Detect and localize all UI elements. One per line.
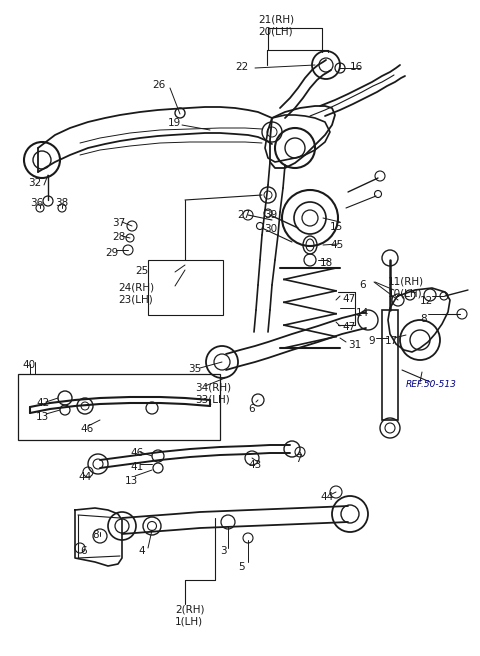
Text: 21(RH): 21(RH) bbox=[258, 14, 294, 24]
Text: 30: 30 bbox=[264, 224, 277, 234]
Text: 22: 22 bbox=[235, 62, 248, 72]
Text: 18: 18 bbox=[320, 258, 333, 268]
Text: 33(LH): 33(LH) bbox=[195, 394, 230, 404]
Text: REF.50-513: REF.50-513 bbox=[406, 380, 457, 389]
Text: 43: 43 bbox=[248, 460, 261, 470]
Text: 31: 31 bbox=[348, 340, 361, 350]
Text: 46: 46 bbox=[130, 448, 143, 458]
Text: 7: 7 bbox=[295, 454, 301, 464]
Text: 5: 5 bbox=[238, 562, 245, 572]
Text: 13: 13 bbox=[36, 412, 49, 422]
Text: 44: 44 bbox=[320, 492, 333, 502]
Text: 17: 17 bbox=[385, 336, 398, 346]
Text: 8: 8 bbox=[92, 530, 98, 540]
Text: 19: 19 bbox=[168, 118, 181, 128]
Text: 23(LH): 23(LH) bbox=[118, 294, 153, 304]
Text: 29: 29 bbox=[105, 248, 118, 258]
Text: 46: 46 bbox=[80, 424, 93, 434]
Text: 38: 38 bbox=[55, 198, 68, 208]
Text: 47: 47 bbox=[342, 322, 355, 332]
Text: 40: 40 bbox=[22, 360, 35, 370]
Text: 20(LH): 20(LH) bbox=[258, 26, 293, 36]
Text: 11(RH): 11(RH) bbox=[388, 276, 424, 286]
Text: 39: 39 bbox=[264, 210, 277, 220]
Text: 34(RH): 34(RH) bbox=[195, 382, 231, 392]
Text: 36: 36 bbox=[30, 198, 43, 208]
Text: 32: 32 bbox=[28, 178, 41, 188]
Text: 13: 13 bbox=[125, 476, 138, 486]
Text: 35: 35 bbox=[188, 364, 201, 374]
Text: 42: 42 bbox=[36, 398, 49, 408]
Text: 15: 15 bbox=[330, 222, 343, 232]
Text: 6: 6 bbox=[248, 404, 254, 414]
Text: 9: 9 bbox=[368, 336, 374, 346]
Text: 25: 25 bbox=[135, 266, 148, 276]
Text: 1(LH): 1(LH) bbox=[175, 616, 203, 626]
Text: 3: 3 bbox=[220, 546, 227, 556]
Text: 16: 16 bbox=[350, 62, 363, 72]
Text: 12: 12 bbox=[420, 296, 433, 306]
Text: 2(RH): 2(RH) bbox=[175, 604, 204, 614]
Text: 27: 27 bbox=[237, 210, 250, 220]
Text: 4: 4 bbox=[138, 546, 144, 556]
Text: 37: 37 bbox=[112, 218, 125, 228]
Text: 6: 6 bbox=[80, 546, 86, 556]
Text: 26: 26 bbox=[152, 80, 165, 90]
Text: 8: 8 bbox=[420, 314, 427, 324]
Text: 45: 45 bbox=[330, 240, 343, 250]
Text: 10(LH): 10(LH) bbox=[388, 288, 422, 298]
Text: 6: 6 bbox=[360, 280, 366, 290]
Text: 47: 47 bbox=[342, 294, 355, 304]
Text: 24(RH): 24(RH) bbox=[118, 282, 154, 292]
Text: 14: 14 bbox=[356, 308, 369, 318]
Text: 41: 41 bbox=[130, 462, 143, 472]
Text: 28: 28 bbox=[112, 232, 125, 242]
Text: 44: 44 bbox=[78, 472, 91, 482]
